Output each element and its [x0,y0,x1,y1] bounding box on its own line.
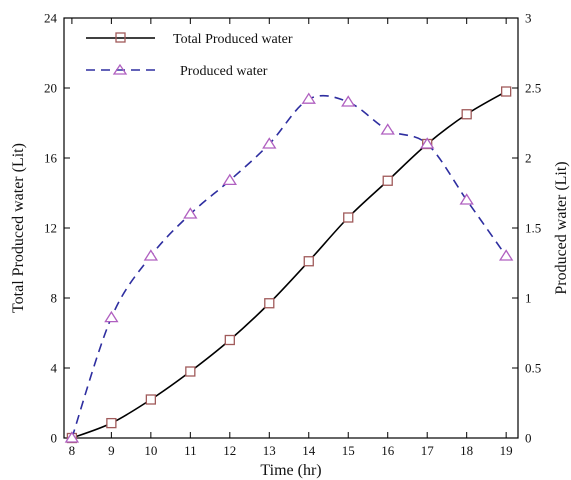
left-tick-label-2: 8 [51,291,58,306]
data-point-1-2 [143,249,159,261]
data-point-0-6 [303,256,314,267]
legend-swatch-total-marker [115,32,126,43]
data-point-1-0 [64,431,80,443]
data-point-1-1 [104,310,119,323]
x-tick-label-2: 10 [144,443,157,458]
legend-label-total: Total Produced water [173,32,293,47]
legend-item-total: Total Produced water [86,32,293,47]
x-tick-label-8: 16 [381,443,395,458]
plot-frame [63,17,519,439]
data-point-0-7 [343,212,354,223]
data-point-0-3 [185,366,196,377]
left-y-axis-title: Total Produced water (Lit) [10,143,27,313]
x-tick-label-5: 13 [263,443,276,458]
series-line-0 [71,90,507,439]
series-0 [66,86,512,444]
x-tick-label-3: 11 [184,443,197,458]
data-point-1-8 [380,123,395,135]
data-point-1-5 [262,137,277,149]
right-tick-label-3: 1.5 [525,221,541,236]
right-tick-label-5: 2.5 [525,81,541,96]
data-point-0-8 [382,175,393,186]
left-tick-label-5: 20 [44,81,57,96]
right-tick-label-4: 2 [525,151,532,166]
data-point-0-1 [106,417,117,429]
legend-item-produced: Produced water [86,63,268,79]
legend-swatch-produced-marker [112,63,128,75]
data-point-1-11 [498,249,514,261]
data-point-1-3 [183,207,198,219]
right-y-axis: 0 0.5 1 1.5 2 2.5 3 [512,11,541,446]
legend-label-produced: Produced water [180,64,268,79]
left-tick-label-1: 4 [51,361,58,376]
right-tick-label-1: 0.5 [525,361,541,376]
right-y-axis-title: Produced water (Lit) [553,161,570,294]
x-tick-label-4: 12 [223,443,236,458]
x-tick-label-0: 8 [69,443,76,458]
legend: Total Produced water Produced water [86,32,293,79]
x-axis-title: Time (hr) [260,462,321,479]
left-y-axis: 0 4 8 12 16 20 24 [44,11,70,446]
data-point-0-10 [461,109,472,120]
left-tick-label-4: 16 [44,151,58,166]
x-tick-label-6: 14 [302,443,316,458]
x-tick-label-11: 19 [500,443,513,458]
data-point-1-10 [459,193,474,205]
x-tick-label-7: 15 [342,443,355,458]
x-tick-label-1: 9 [108,443,115,458]
x-tick-label-10: 18 [460,443,473,458]
right-tick-label-2: 1 [525,291,532,306]
left-tick-label-6: 24 [44,11,58,26]
data-point-1-6 [301,92,316,104]
left-tick-label-0: 0 [51,431,58,446]
data-point-0-5 [264,298,275,309]
x-axis: 8 9 10 11 12 13 14 15 16 17 18 19 [69,18,513,458]
x-tick-label-9: 17 [421,443,435,458]
data-point-0-2 [145,394,157,405]
right-tick-label-6: 3 [525,11,532,26]
data-point-0-4 [224,334,235,346]
series-1 [64,92,514,443]
series-line-1 [71,94,507,439]
left-tick-label-3: 12 [44,221,57,236]
data-point-1-7 [341,95,356,107]
series-layer [64,86,514,444]
data-point-1-9 [420,137,435,149]
data-point-1-4 [222,173,237,186]
data-point-0-11 [501,86,512,97]
right-tick-label-0: 0 [525,431,532,446]
